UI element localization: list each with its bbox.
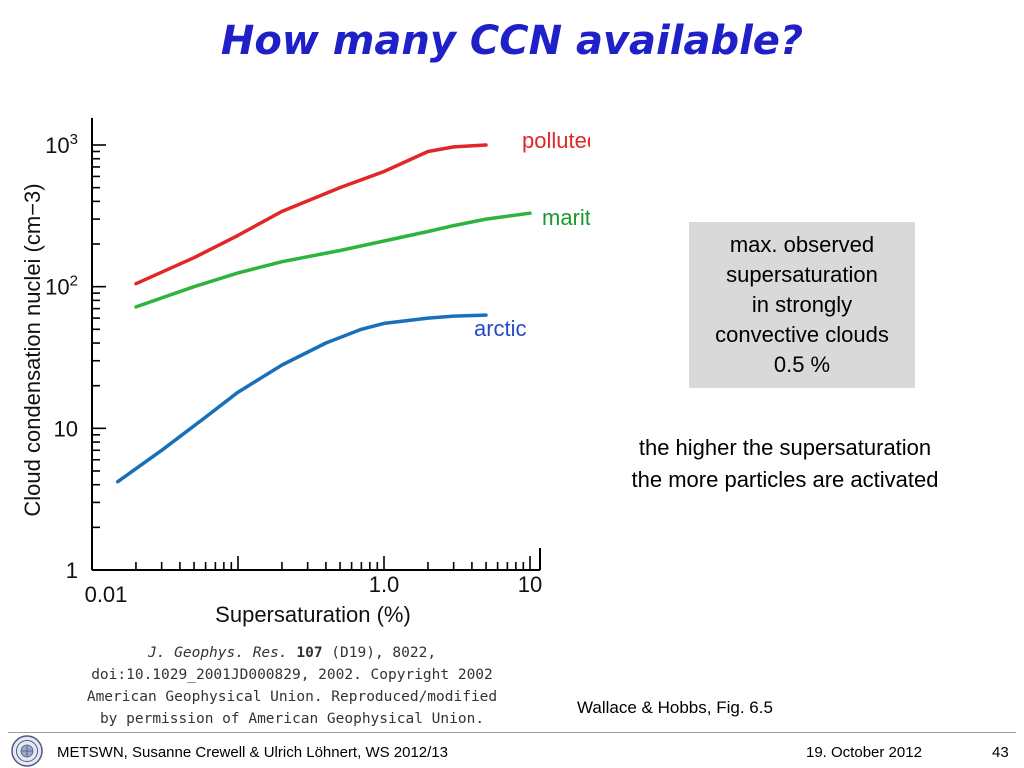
y-tick-label: 10: [54, 416, 78, 441]
sat-box-line: in strongly: [751, 292, 853, 317]
footer-divider: [8, 732, 1016, 733]
max-supersaturation-box: max. observed supersaturation in strongl…: [689, 222, 915, 388]
series-line-arctic: [115, 313, 488, 484]
y-tick-label: 103: [45, 131, 78, 158]
series-line-maritime: [134, 211, 532, 309]
activation-note: the higher the supersaturation the more …: [590, 432, 980, 496]
credit-line-2: doi:10.1029_2001JD000829, 2002. Copyrigh…: [91, 667, 493, 683]
citation-journal: J. Geophys. Res.: [147, 645, 288, 661]
note-line: the more particles are activated: [631, 467, 939, 492]
footer-date: 19. October 2012: [806, 744, 922, 761]
citation-volume: 107: [296, 645, 323, 661]
university-seal-icon: [11, 735, 43, 767]
series-label-arctic: arctic: [474, 316, 527, 341]
figure-source: Wallace & Hobbs, Fig. 6.5: [577, 698, 773, 717]
sat-box-line: max. observed: [729, 232, 875, 257]
page-number: 43: [992, 744, 1009, 761]
footer-course-info: METSWN, Susanne Crewell & Ulrich Löhnert…: [57, 744, 448, 761]
ccn-chart: 1 10 102 103 0.01 1.0 10 polluted maritime arcti…: [20, 118, 590, 627]
credit-line-1: J. Geophys. Res. 107 (D19), 8022,: [18, 642, 566, 664]
y-axis-title: Cloud condensation nuclei (cm−3): [20, 183, 45, 516]
series-label-polluted: polluted: [522, 128, 590, 153]
chart-series: polluted maritime arctic: [115, 128, 590, 484]
series-label-maritime: maritime: [542, 205, 590, 230]
chart-ticks: 1 10 102 103 0.01 1.0 10: [45, 131, 542, 607]
credit-line-4: by permission of American Geophysical Un…: [99, 711, 485, 727]
y-tick-label: 102: [45, 273, 78, 300]
credit-line-3: American Geophysical Union. Reproduced/m…: [86, 689, 498, 705]
citation-rest: (D19), 8022,: [331, 645, 437, 661]
y-tick-label: 1: [66, 558, 78, 583]
series-line-polluted: [134, 143, 488, 286]
x-axis-title: Supersaturation (%): [215, 602, 411, 627]
x-tick-label: 0.01: [85, 582, 128, 607]
sat-box-line: supersaturation: [726, 262, 878, 287]
slide-title: How many CCN available?: [220, 18, 804, 64]
y-tick-exponent: 3: [70, 131, 78, 148]
sat-box-line: 0.5 %: [773, 352, 831, 377]
y-tick-exponent: 2: [70, 273, 78, 290]
x-tick-label: 1.0: [369, 572, 400, 597]
sat-box-line: convective clouds: [715, 322, 889, 347]
copyright-credit: J. Geophys. Res. 107 (D19), 8022, doi:10…: [18, 642, 566, 730]
note-line: the higher the supersaturation: [638, 435, 932, 460]
x-tick-label: 10: [518, 572, 542, 597]
chart-axes: [91, 118, 541, 571]
